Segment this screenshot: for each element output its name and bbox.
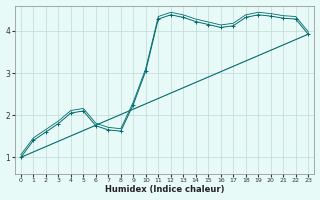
X-axis label: Humidex (Indice chaleur): Humidex (Indice chaleur) bbox=[105, 185, 224, 194]
